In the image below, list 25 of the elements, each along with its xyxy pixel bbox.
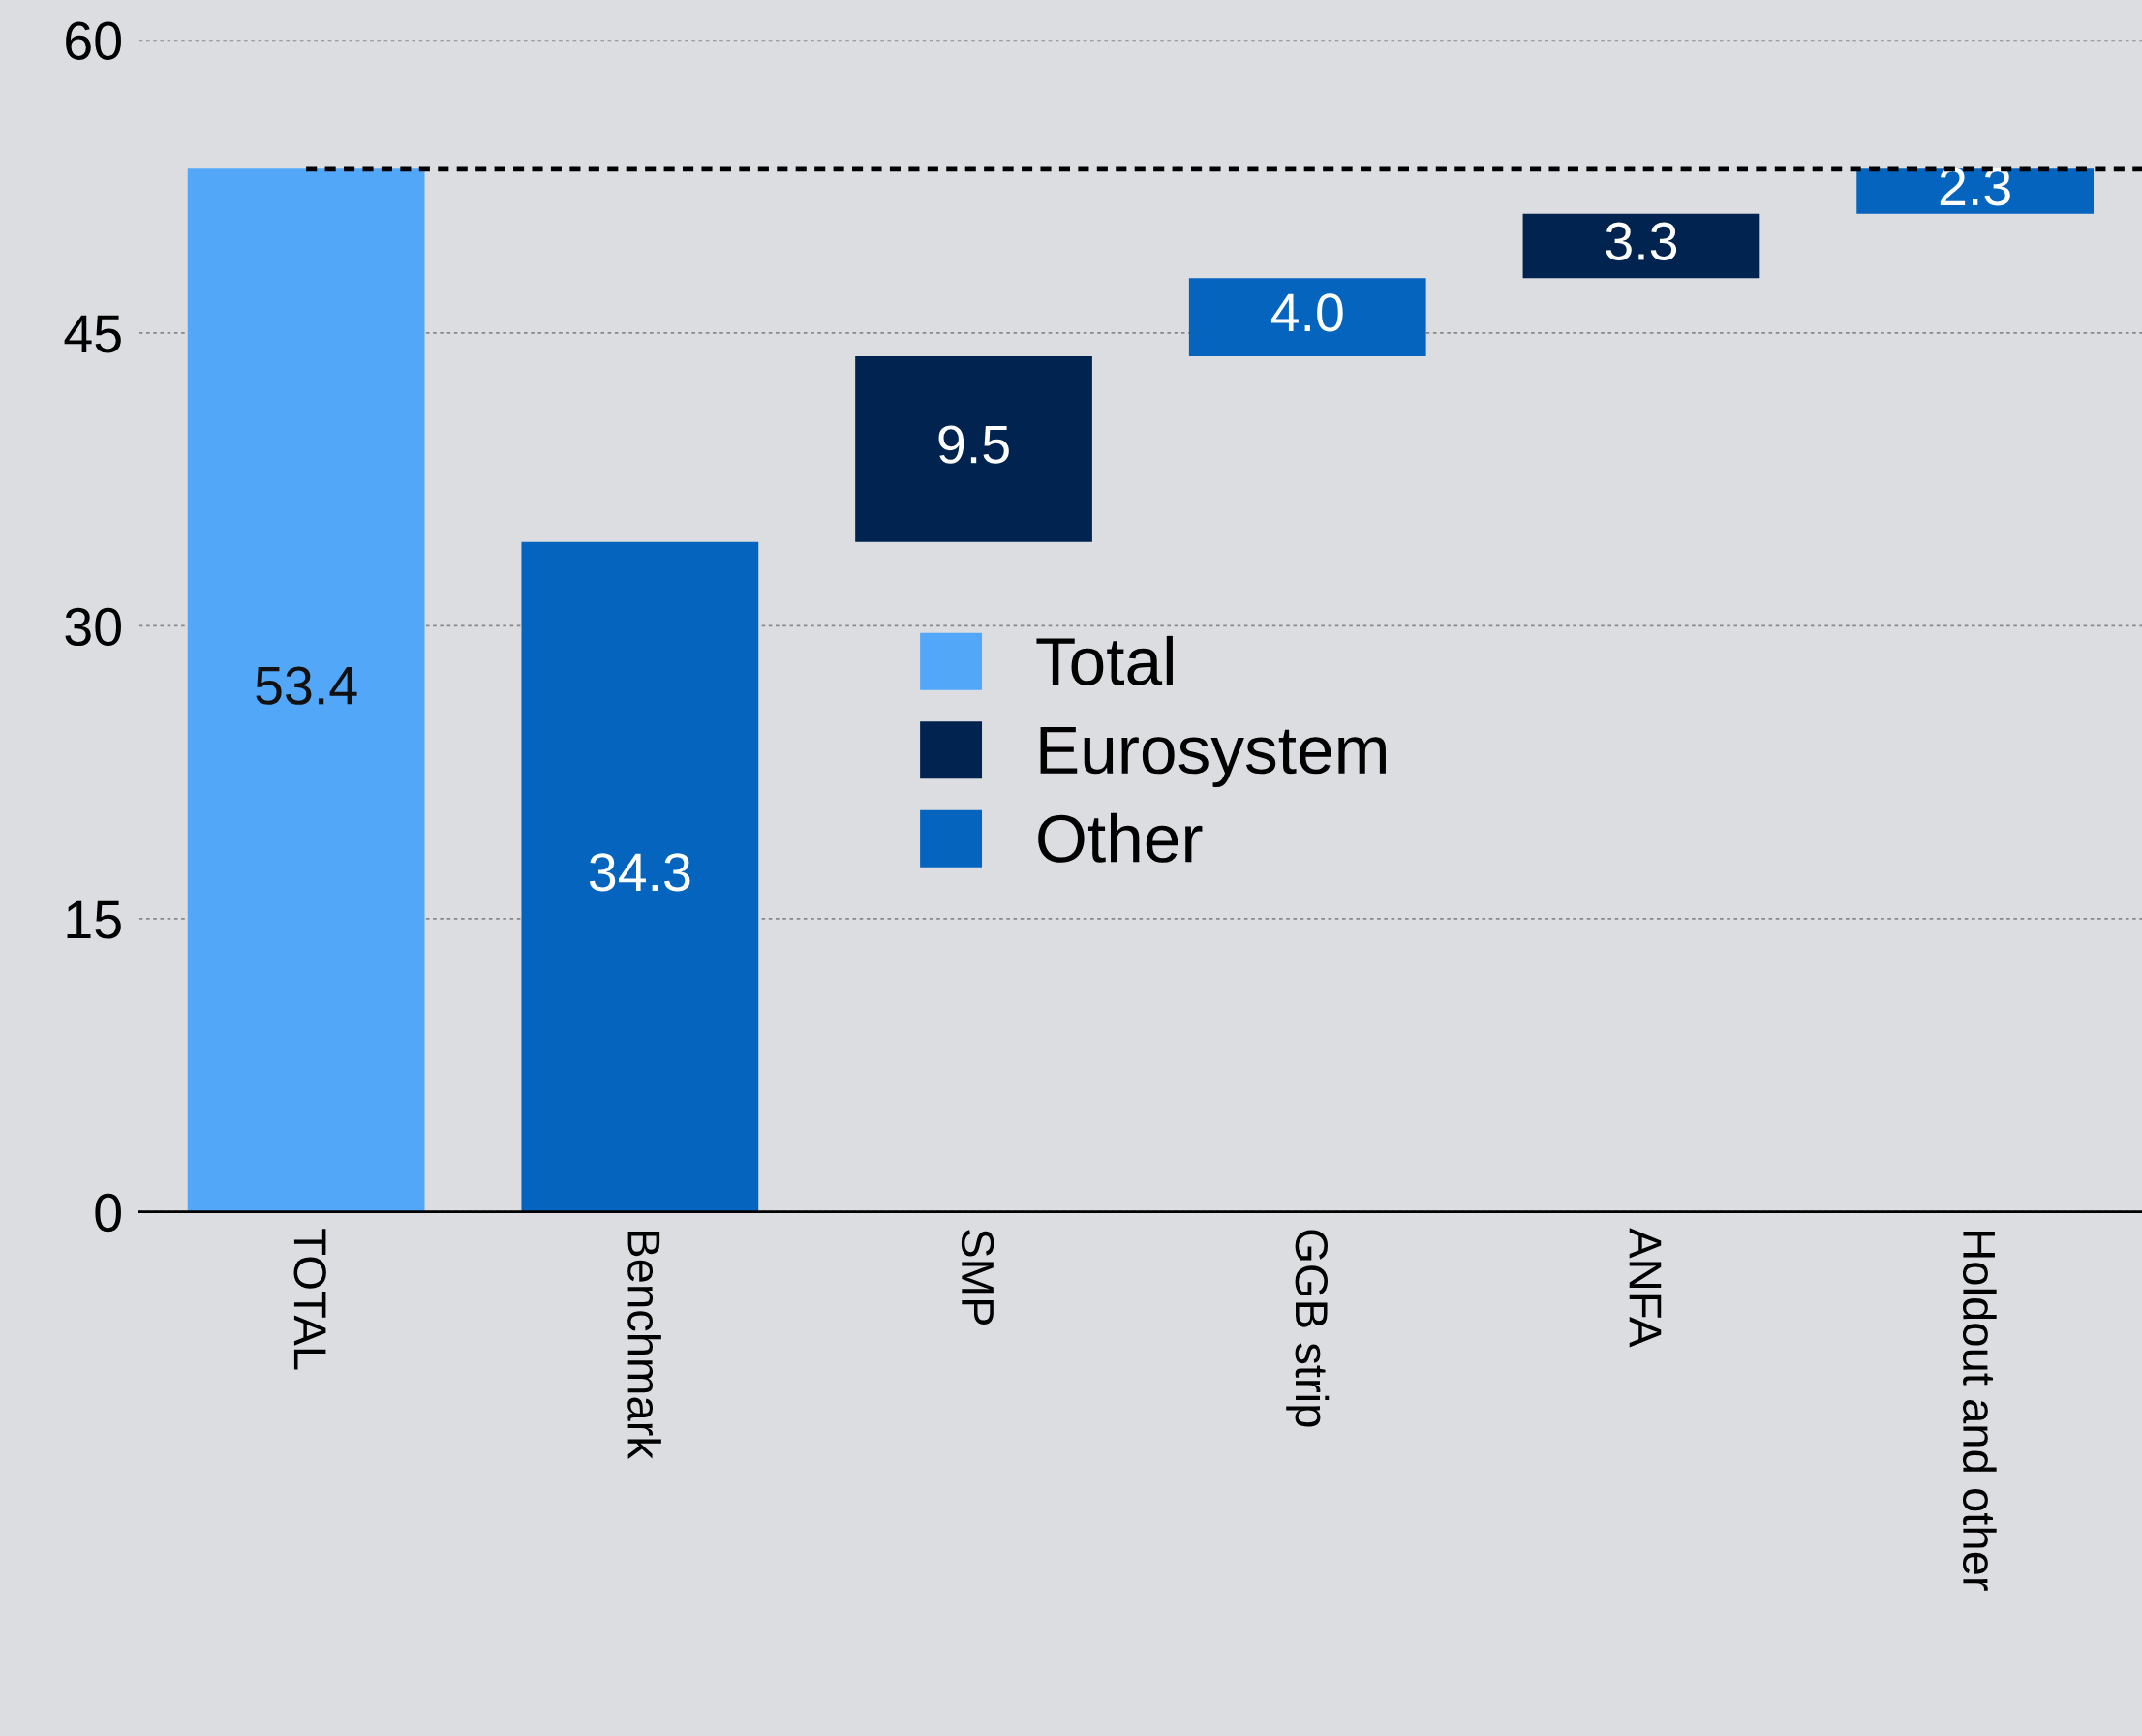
y-tick-label: 45 — [64, 315, 121, 353]
data-label: 9.5 — [938, 425, 1009, 464]
x-tick-label: SMP — [961, 1230, 994, 1325]
y-tick-label: 60 — [66, 21, 121, 60]
data-label: 34.3 — [589, 853, 690, 892]
data-label: 53.4 — [256, 666, 357, 705]
x-tick-label: ANFA — [1629, 1228, 1662, 1348]
x-tick-label: Holdout and other — [1962, 1232, 1997, 1591]
x-tick-label: TOTAL — [293, 1229, 326, 1370]
bar — [1188, 278, 1426, 357]
bar — [187, 168, 425, 1212]
data-label: 3.3 — [1606, 222, 1677, 260]
legend-label: Other — [1038, 812, 1203, 863]
bar — [1522, 213, 1760, 279]
legend-label: Total — [1036, 635, 1173, 685]
data-label: 4.0 — [1270, 293, 1343, 332]
y-tick-label: 15 — [67, 900, 121, 939]
bar — [521, 541, 759, 1212]
y-tick-label: 0 — [95, 1193, 121, 1233]
x-tick-label: Benchmark — [627, 1232, 661, 1460]
bar — [1856, 168, 2095, 214]
legend-label: Eurosystem — [1040, 726, 1386, 788]
bar — [855, 356, 1092, 542]
x-tick-label: GGB strip — [1286, 1230, 1330, 1427]
y-tick-label: 30 — [65, 607, 121, 647]
